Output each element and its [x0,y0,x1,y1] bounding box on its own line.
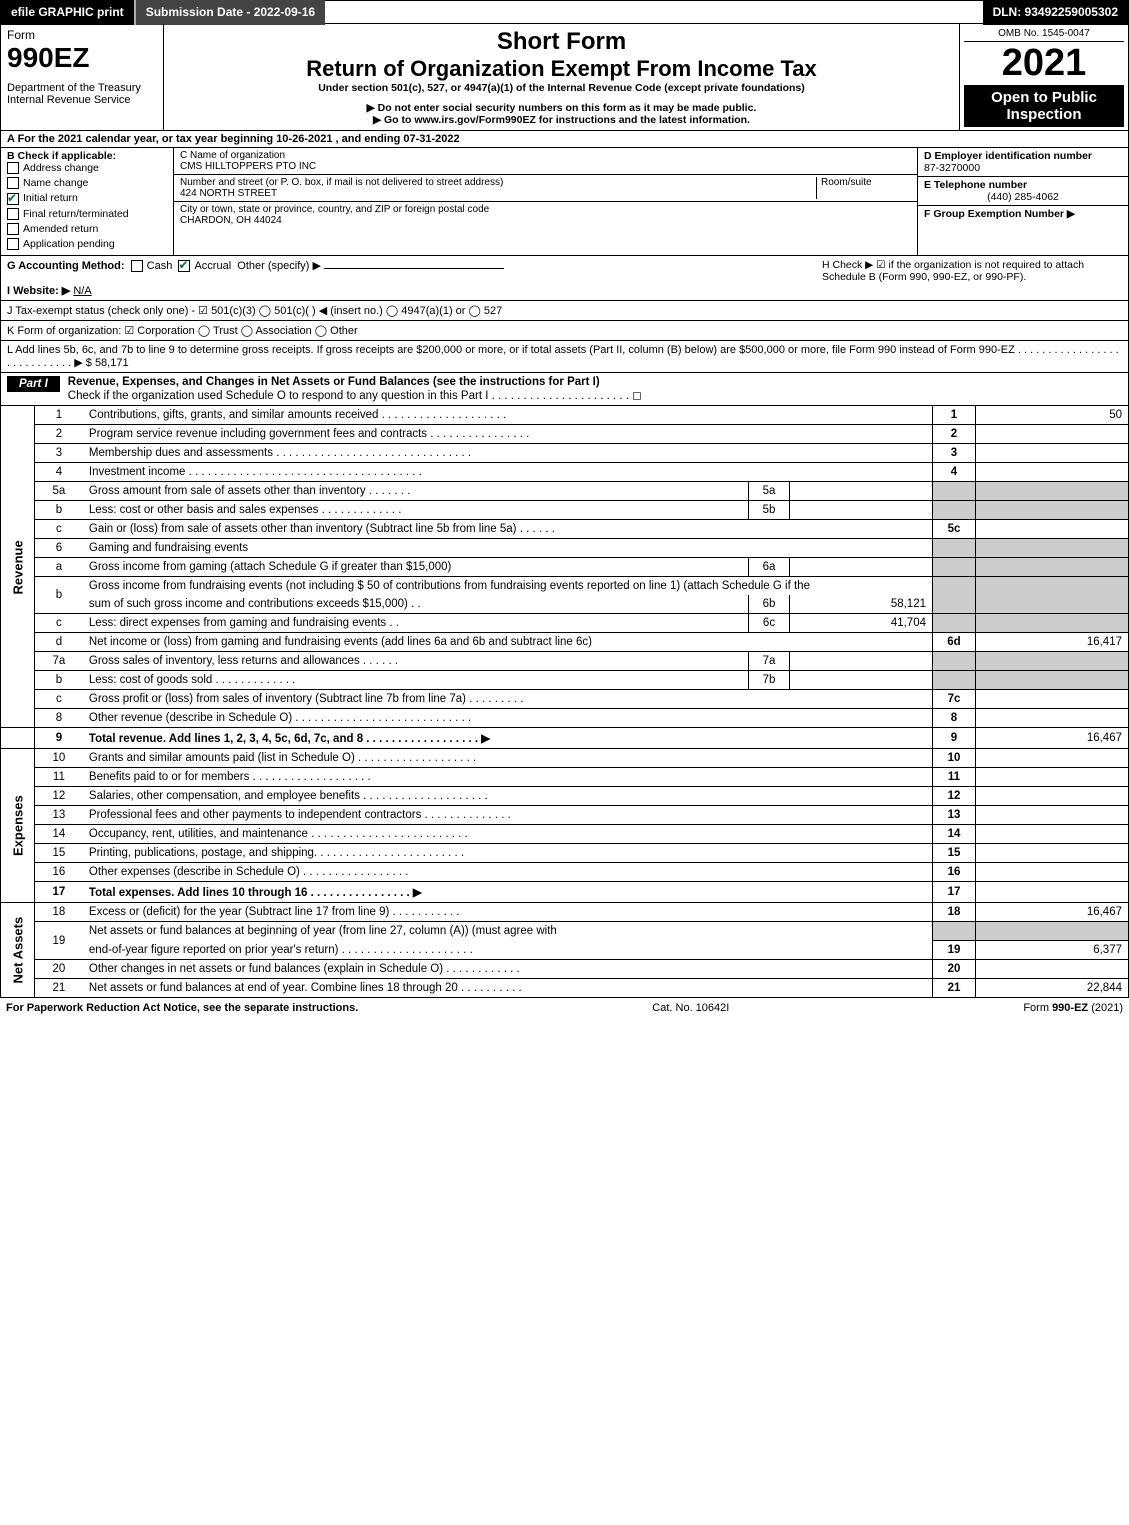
f-group-exemption: F Group Exemption Number ▶ [918,206,1128,222]
row-3-desc: Membership dues and assessments . . . . … [83,444,933,463]
c-room-label: Room/suite [816,177,911,199]
g-other: Other (specify) ▶ [237,260,321,272]
c-street-cell: Number and street (or P. O. box, if mail… [174,175,917,202]
row-1-no: 1 [34,406,83,425]
part-i-table: Revenue 1 Contributions, gifts, grants, … [0,406,1129,998]
i-website: N/A [73,285,91,297]
row-7a-desc: Gross sales of inventory, less returns a… [83,652,749,671]
form-number: 990EZ [7,42,157,74]
check-cash[interactable] [131,260,143,272]
col-d-e-f: D Employer identification number 87-3270… [917,148,1128,255]
row-5a-desc: Gross amount from sale of assets other t… [83,482,749,501]
col-b: B Check if applicable: Address change Na… [1,148,174,255]
omb-no: OMB No. 1545-0047 [964,26,1124,42]
row-1-amt: 50 [976,406,1129,425]
subtitle-3: ▶ Go to www.irs.gov/Form990EZ for instru… [170,114,953,126]
part-i-tag: Part I [7,376,60,392]
footer-right: Form 990-EZ (2021) [1023,1002,1123,1014]
c-city-cell: City or town, state or province, country… [174,202,917,228]
revenue-section-label: Revenue [1,406,35,728]
row-1-desc: Contributions, gifts, grants, and simila… [83,406,933,425]
open-to-public: Open to Public Inspection [964,85,1124,127]
form-title: Return of Organization Exempt From Incom… [170,56,953,82]
form-header: Form 990EZ Department of the Treasury In… [0,24,1129,131]
footer-left: For Paperwork Reduction Act Notice, see … [6,1002,358,1014]
c-name-label: C Name of organization [180,150,285,161]
tax-year: 2021 [964,42,1124,85]
header-left: Form 990EZ Department of the Treasury In… [1,24,164,130]
row-6b-desc-2: sum of such gross income and contributio… [83,595,749,614]
row-9-desc: Total revenue. Add lines 1, 2, 3, 4, 5c,… [83,728,933,749]
c-city-value: CHARDON, OH 44024 [180,215,282,226]
line-l: L Add lines 5b, 6c, and 7b to line 9 to … [0,341,1129,373]
row-1-box: 1 [933,406,976,425]
g-label: G Accounting Method: [7,260,125,272]
check-initial-return[interactable]: Initial return [7,192,167,204]
line-g-h: G Accounting Method: Cash Accrual Other … [0,256,1129,301]
part-i-title: Revenue, Expenses, and Changes in Net As… [68,376,600,388]
row-2-desc: Program service revenue including govern… [83,425,933,444]
d-ein: D Employer identification number 87-3270… [918,148,1128,177]
row-4-desc: Investment income . . . . . . . . . . . … [83,463,933,482]
department: Department of the Treasury Internal Reve… [7,82,157,106]
row-6a-desc: Gross income from gaming (attach Schedul… [83,558,749,577]
line-a: A For the 2021 calendar year, or tax yea… [0,131,1129,148]
subtitle-2: ▶ Do not enter social security numbers o… [170,102,953,114]
c-name-cell: C Name of organization CMS HILLTOPPERS P… [174,148,917,175]
check-amended-return[interactable]: Amended return [7,223,167,235]
line-j: J Tax-exempt status (check only one) - ☑… [0,301,1129,321]
footer-mid: Cat. No. 10642I [652,1002,729,1014]
c-city-label: City or town, state or province, country… [180,204,489,215]
dln: DLN: 93492259005302 [983,0,1128,25]
header-mid: Short Form Return of Organization Exempt… [164,24,959,130]
row-6-desc: Gaming and fundraising events [83,539,933,558]
topbar: efile GRAPHIC print Submission Date - 20… [0,0,1129,24]
row-7b-desc: Less: cost of goods sold . . . . . . . .… [83,671,749,690]
c-street-label: Number and street (or P. O. box, if mail… [180,177,503,188]
row-8-desc: Other revenue (describe in Schedule O) .… [83,709,933,728]
line-k: K Form of organization: ☑ Corporation ◯ … [0,321,1129,341]
short-form-label: Short Form [170,28,953,56]
line-h: H Check ▶ ☑ if the organization is not r… [822,259,1122,297]
check-application-pending[interactable]: Application pending [7,238,167,250]
col-c: C Name of organization CMS HILLTOPPERS P… [174,148,917,255]
row-6b-desc-1: Gross income from fundraising events (no… [83,577,933,596]
header-right: OMB No. 1545-0047 2021 Open to Public In… [959,24,1128,130]
row-7c-desc: Gross profit or (loss) from sales of inv… [83,690,933,709]
row-5b-desc: Less: cost or other basis and sales expe… [83,501,749,520]
subtitle-1: Under section 501(c), 527, or 4947(a)(1)… [170,82,953,94]
row-6d-desc: Net income or (loss) from gaming and fun… [83,633,933,652]
row-10-desc: Grants and similar amounts paid (list in… [83,749,933,768]
expenses-section-label: Expenses [1,749,35,903]
part-i-check: Check if the organization used Schedule … [68,390,642,402]
check-address-change[interactable]: Address change [7,162,167,174]
e-phone: E Telephone number (440) 285-4062 [918,177,1128,206]
footer: For Paperwork Reduction Act Notice, see … [0,998,1129,1018]
submission-date: Submission Date - 2022-09-16 [134,0,325,25]
part-i-header: Part I Revenue, Expenses, and Changes in… [0,373,1129,406]
row-6c-desc: Less: direct expenses from gaming and fu… [83,614,749,633]
efile-print[interactable]: efile GRAPHIC print [1,0,134,25]
i-label: I Website: ▶ [7,285,70,297]
block-b-through-h: B Check if applicable: Address change Na… [0,148,1129,256]
row-5c-desc: Gain or (loss) from sale of assets other… [83,520,933,539]
check-final-return[interactable]: Final return/terminated [7,208,167,220]
check-name-change[interactable]: Name change [7,177,167,189]
c-street-value: 424 NORTH STREET [180,188,277,199]
b-label: B Check if applicable: [7,150,116,162]
c-name-value: CMS HILLTOPPERS PTO INC [180,161,316,172]
netassets-section-label: Net Assets [1,903,35,998]
check-accrual[interactable] [178,260,190,272]
form-word: Form [7,28,35,42]
